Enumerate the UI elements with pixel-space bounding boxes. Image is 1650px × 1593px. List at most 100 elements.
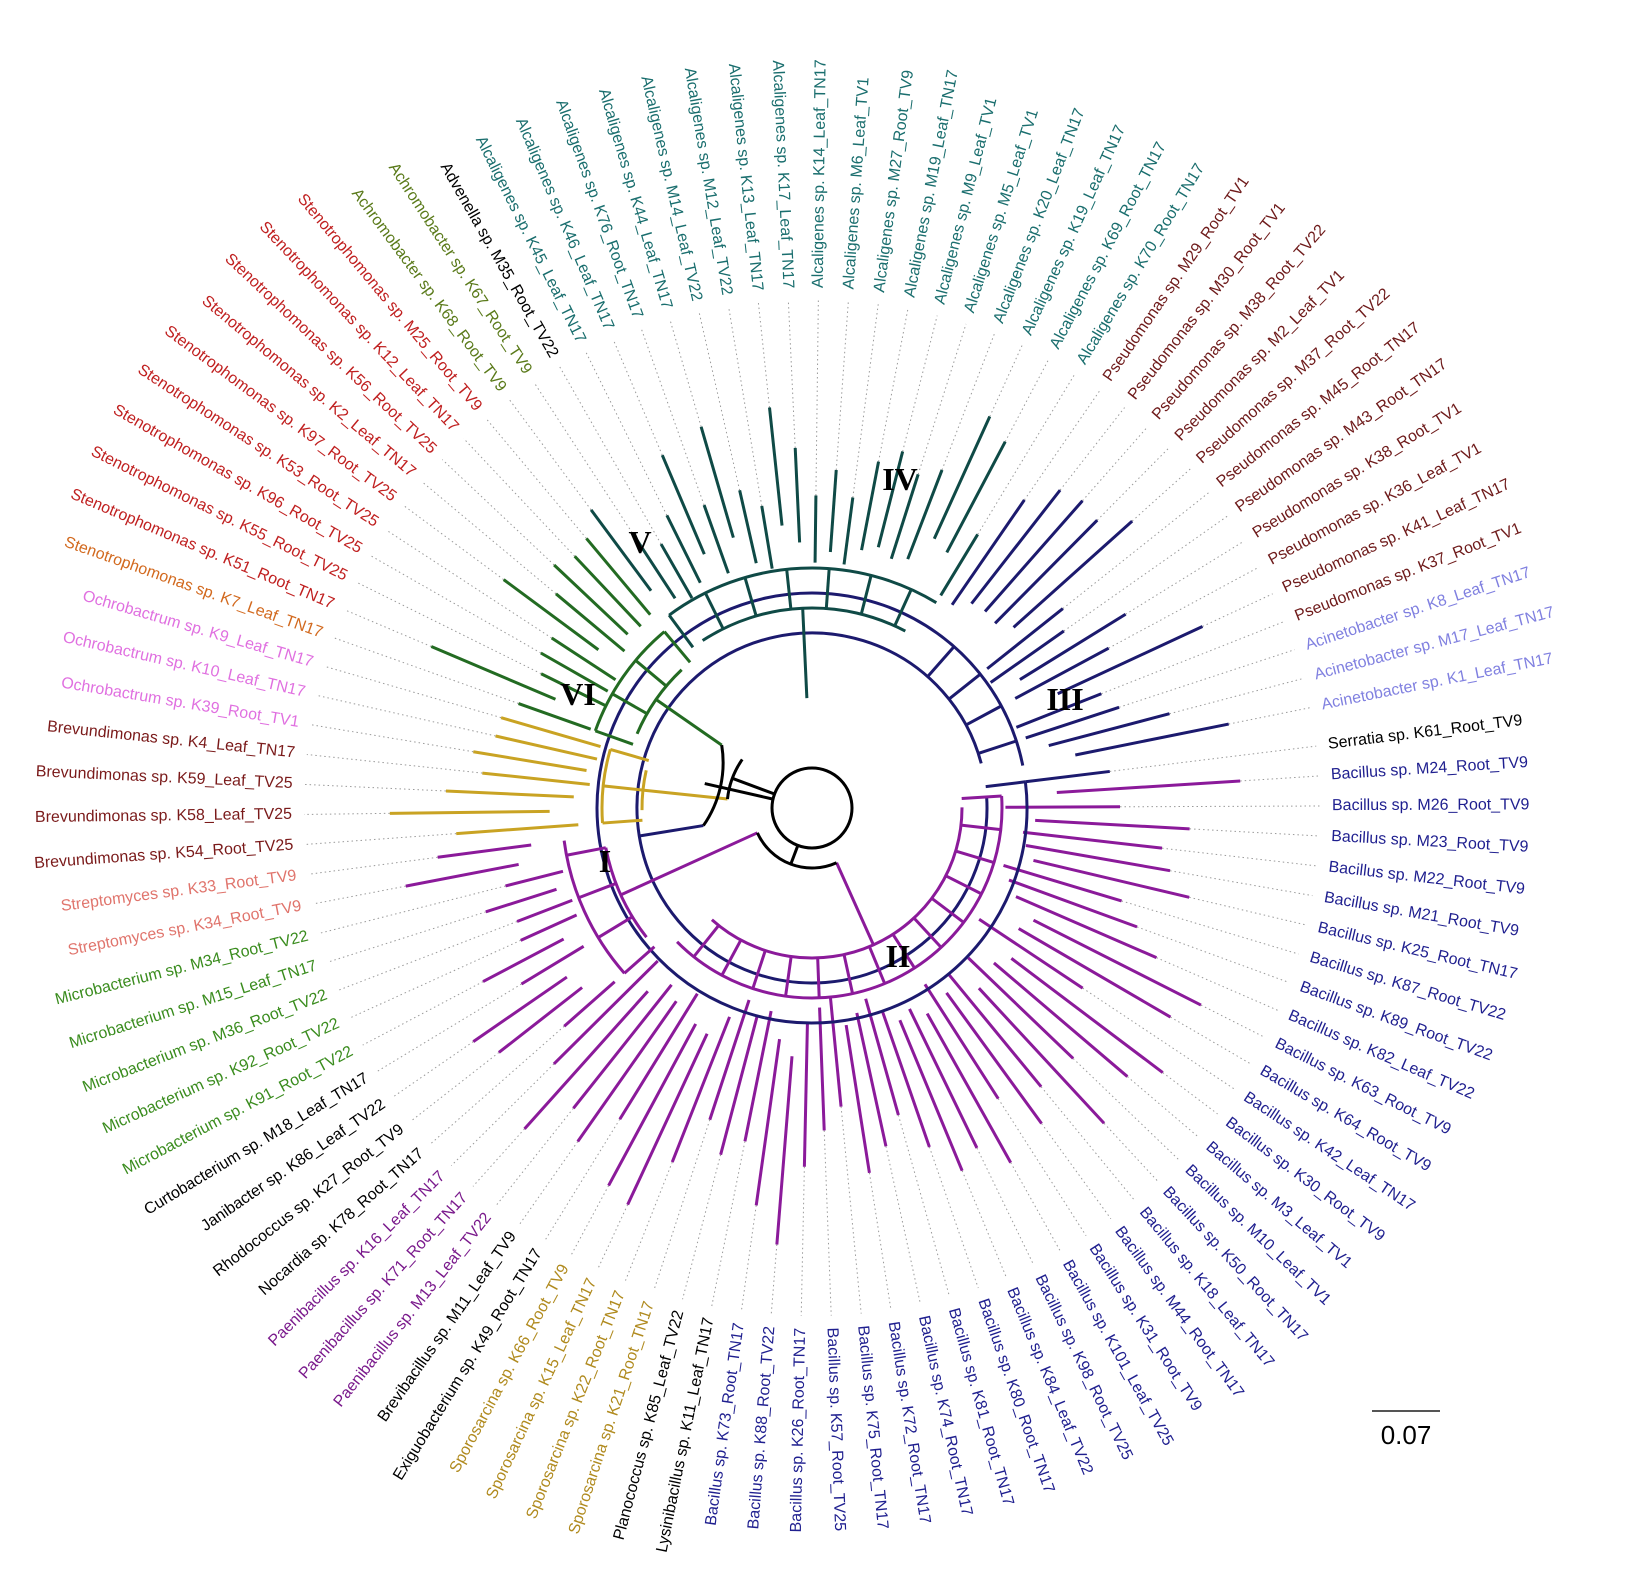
leaf-guide bbox=[1004, 358, 1050, 442]
tip-branch bbox=[1010, 957, 1164, 1074]
internal-branch bbox=[926, 645, 956, 678]
leaf-guide bbox=[306, 753, 483, 774]
clade-stem bbox=[801, 608, 809, 699]
leaf-guide bbox=[800, 1166, 805, 1316]
tip-branch bbox=[553, 563, 629, 636]
tip-branch bbox=[1015, 692, 1102, 729]
leaf-guide bbox=[823, 1130, 832, 1316]
tip-branch bbox=[950, 499, 1026, 606]
tip-branch bbox=[589, 508, 653, 592]
tip-branch bbox=[978, 917, 1084, 990]
tip-branch bbox=[768, 407, 784, 526]
internal-branch bbox=[930, 897, 965, 924]
leaf-guide bbox=[585, 352, 668, 516]
tip-branch bbox=[660, 454, 706, 555]
leaf-guide bbox=[1189, 828, 1320, 837]
tip-branch bbox=[828, 996, 843, 1107]
leaf-guide bbox=[310, 724, 474, 753]
tip-branch bbox=[967, 956, 1075, 1060]
leaf-guide bbox=[304, 783, 446, 792]
leaf-guide bbox=[961, 1170, 1007, 1278]
leaf-guide bbox=[1120, 805, 1320, 808]
tip-branch bbox=[828, 469, 838, 553]
leaf-label: Alcaligenes sp. K14_Leaf_TN17 bbox=[810, 59, 830, 288]
internal-branch bbox=[867, 946, 887, 985]
leaf-guide bbox=[770, 1244, 778, 1315]
internal-branch bbox=[948, 673, 982, 701]
leaf-guide bbox=[495, 1107, 574, 1207]
tip-branch bbox=[699, 426, 735, 539]
leaf-guide bbox=[570, 1185, 610, 1256]
tip-branch bbox=[618, 992, 699, 1121]
tip-branch bbox=[802, 1023, 809, 1167]
leaf-guide bbox=[852, 304, 879, 498]
internal-branch bbox=[667, 614, 695, 649]
tip-branch bbox=[1075, 722, 1229, 757]
internal-branch bbox=[816, 957, 821, 998]
tip-branch bbox=[844, 1024, 871, 1174]
internal-branch bbox=[611, 692, 648, 716]
leaf-guide bbox=[308, 856, 438, 875]
leaf-guide bbox=[324, 665, 502, 719]
tip-branch bbox=[906, 469, 944, 560]
clade-arc bbox=[635, 631, 989, 985]
internal-branch bbox=[784, 956, 793, 997]
leaf-guide bbox=[403, 505, 504, 581]
internal-branch bbox=[891, 933, 916, 969]
leaf-guide bbox=[1156, 957, 1279, 1011]
tip-branch bbox=[760, 505, 774, 569]
internal-branch bbox=[566, 846, 607, 857]
leaf-guide bbox=[1062, 491, 1210, 609]
tip-branch bbox=[573, 555, 642, 628]
tip-branch bbox=[719, 1015, 759, 1156]
leaf-label: Brevundimonas sp. K54_Root_TV25 bbox=[34, 837, 294, 873]
tip-branch bbox=[977, 987, 1106, 1125]
leaf-guide bbox=[878, 309, 909, 462]
tip-branch bbox=[585, 537, 652, 616]
tip-branch bbox=[659, 543, 694, 599]
leaf-guide bbox=[1200, 1004, 1266, 1039]
internal-branch bbox=[663, 630, 692, 664]
tip-branch bbox=[473, 750, 587, 773]
leaf-guide bbox=[327, 911, 486, 963]
leaf-guide bbox=[1109, 745, 1317, 772]
scale-bar-label: 0.07 bbox=[1381, 1420, 1432, 1450]
tip-branch bbox=[456, 823, 579, 836]
internal-branch bbox=[977, 739, 1017, 755]
leaf-guide bbox=[682, 1154, 722, 1300]
leaf-guide bbox=[1063, 515, 1228, 632]
internal-branch bbox=[965, 704, 1002, 727]
leaf-guide bbox=[613, 340, 663, 456]
leaf-guide bbox=[422, 481, 557, 595]
tip-branch bbox=[563, 980, 616, 1028]
internal-branch bbox=[842, 954, 855, 994]
internal-branch bbox=[893, 588, 913, 627]
tip-branch bbox=[523, 990, 649, 1130]
leaf-guide bbox=[333, 637, 519, 705]
tip-branch bbox=[502, 578, 600, 651]
tip-branch bbox=[430, 645, 557, 701]
leaf-guide bbox=[625, 1161, 673, 1281]
internal-branch bbox=[602, 818, 643, 825]
leaf-guide bbox=[885, 1146, 921, 1305]
leaf-guide bbox=[1240, 775, 1320, 782]
leaf-guide bbox=[653, 1119, 711, 1291]
internal-branch bbox=[623, 945, 656, 975]
tip-branch bbox=[1048, 712, 1170, 748]
tip-branch bbox=[485, 887, 557, 914]
tip-branch bbox=[864, 998, 900, 1116]
leaf-guide bbox=[337, 921, 518, 991]
tip-branch bbox=[540, 651, 609, 693]
leaf-guide bbox=[356, 581, 542, 675]
tip-branch bbox=[908, 1008, 979, 1149]
internal-branch bbox=[597, 915, 634, 939]
leaf-guide bbox=[1125, 540, 1245, 615]
leaf-guide bbox=[989, 345, 1023, 417]
tip-branch bbox=[572, 983, 673, 1110]
clade-arc-outer bbox=[562, 840, 626, 975]
leaf-guide bbox=[544, 1119, 621, 1241]
leaf-label: Brevundimonas sp. K59_Leaf_TV25 bbox=[35, 763, 293, 792]
clade-stem bbox=[620, 831, 758, 897]
leaf-guide bbox=[1082, 987, 1236, 1090]
leaf-label: Bacillus sp. K57_Root_TV25 bbox=[823, 1327, 848, 1531]
